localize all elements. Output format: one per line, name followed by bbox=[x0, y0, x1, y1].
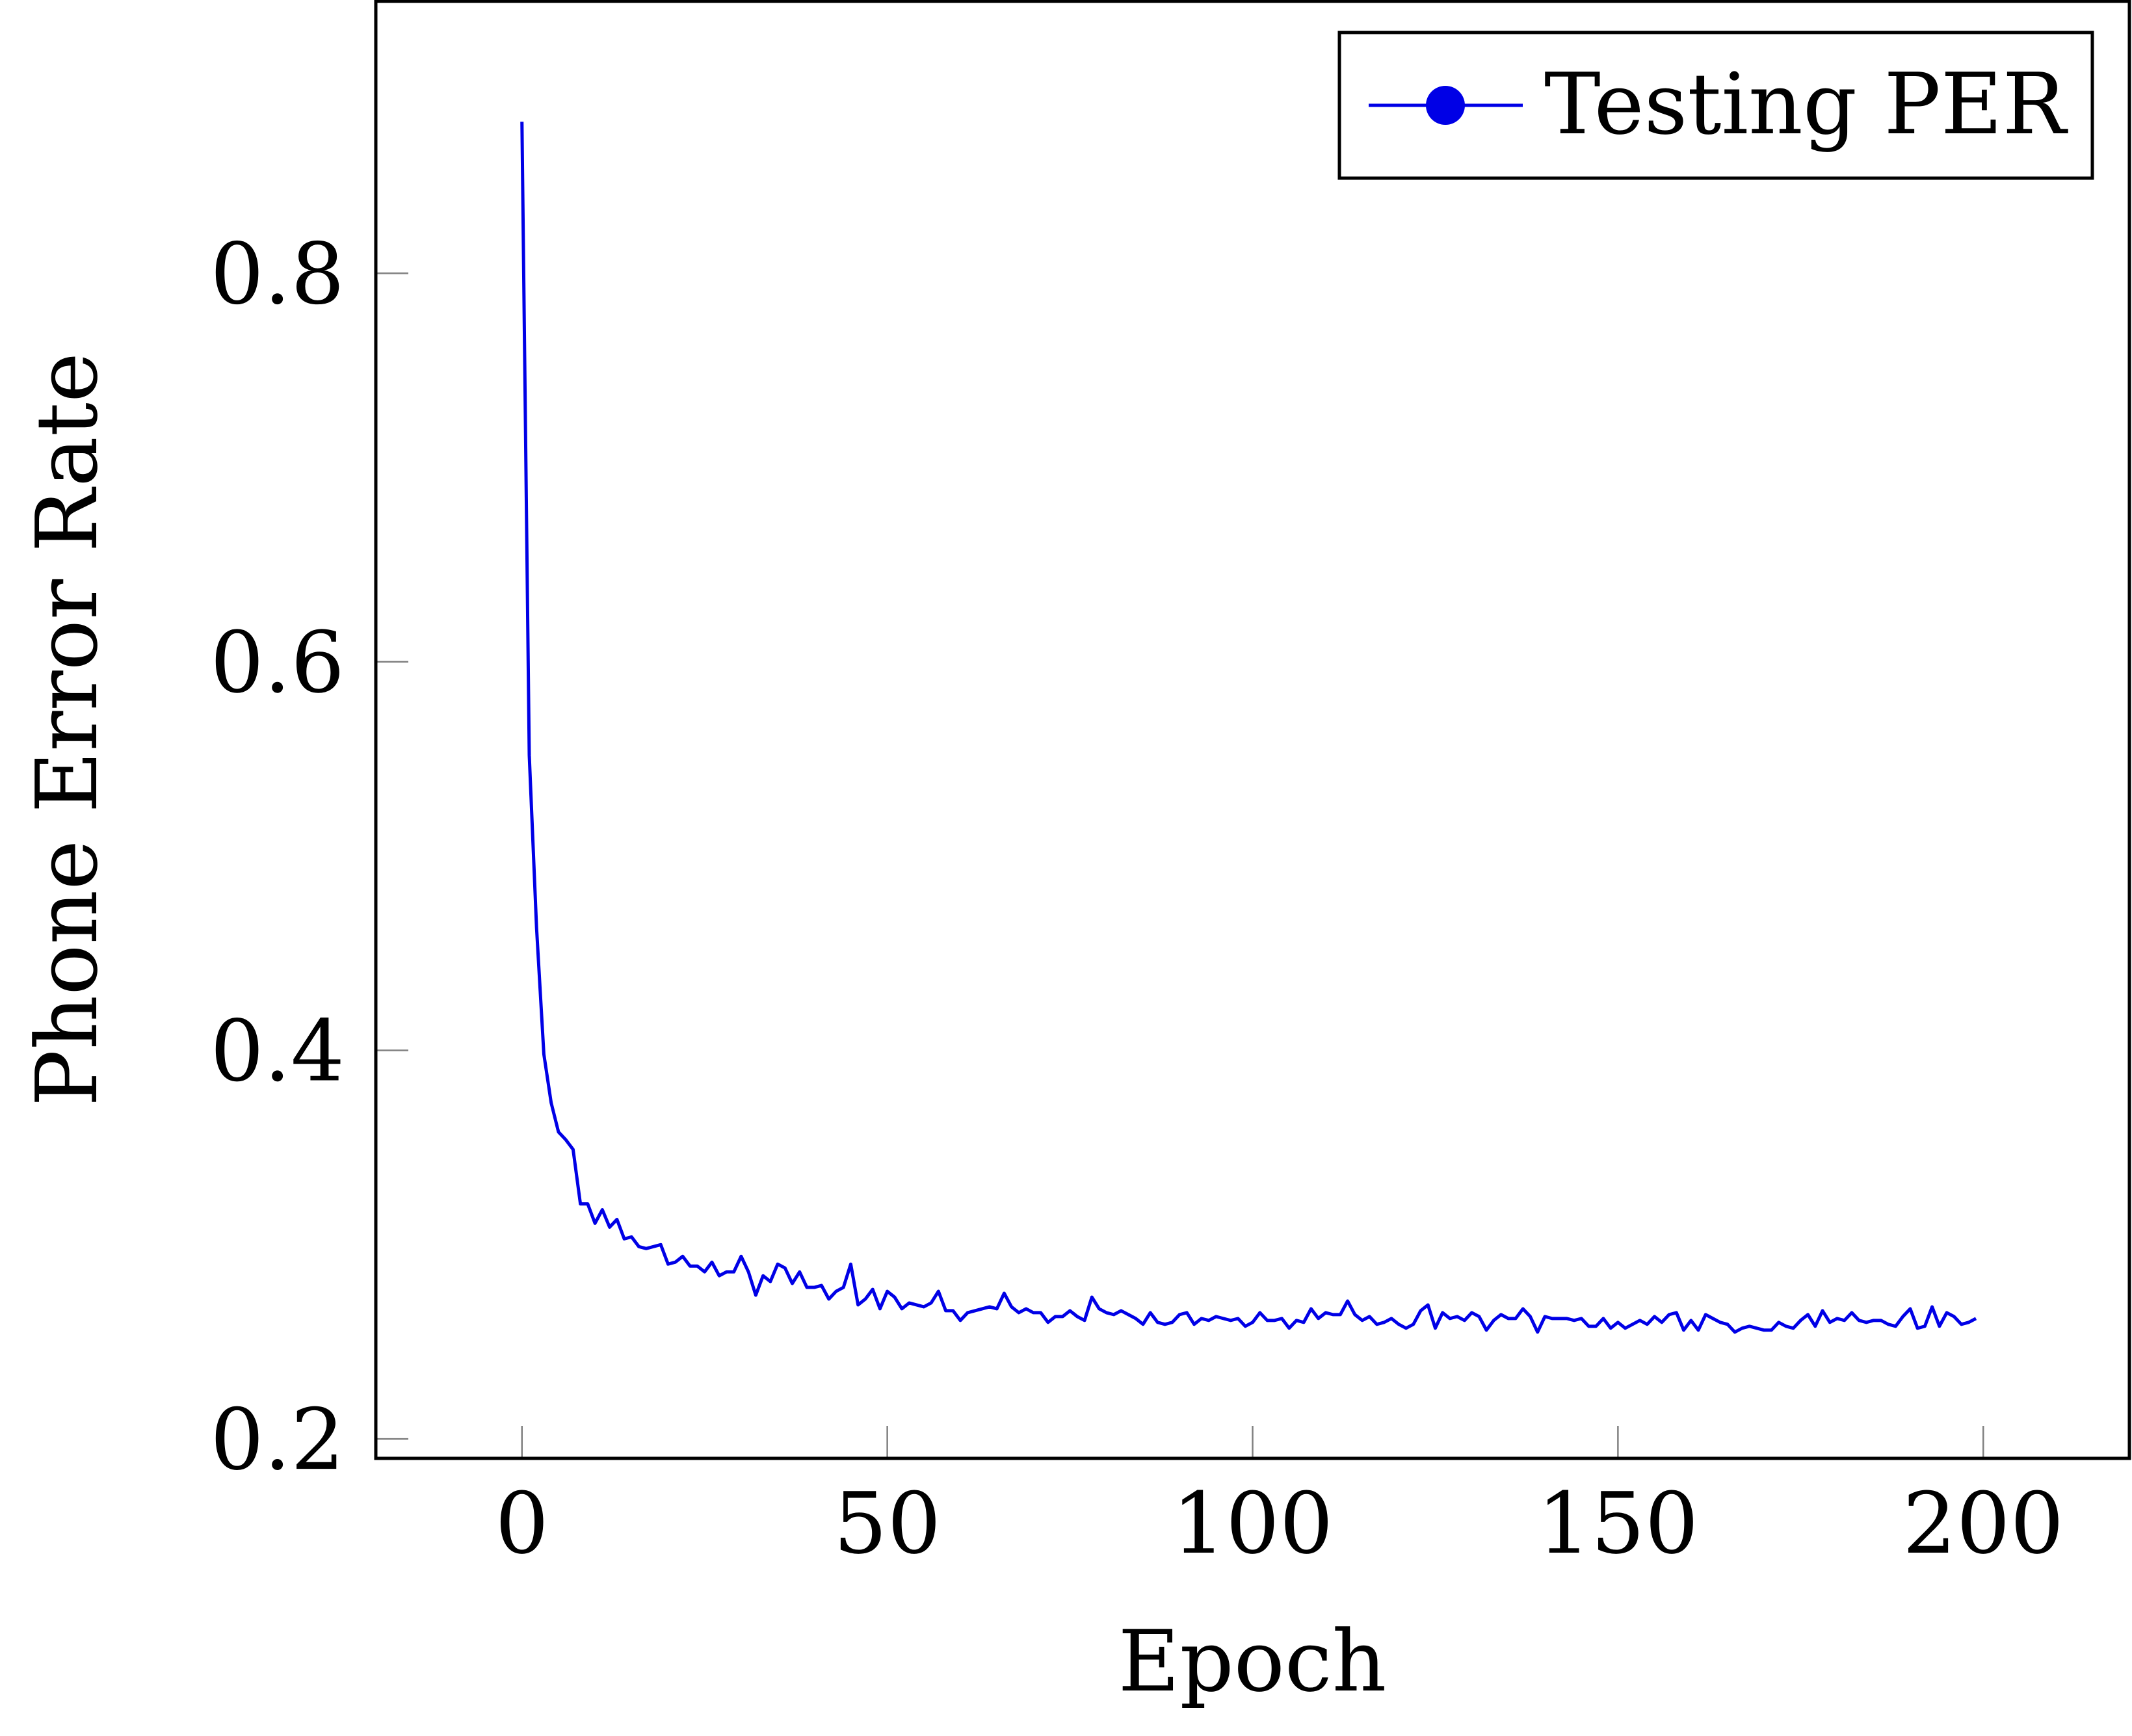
x-tick-label: 100 bbox=[1172, 1474, 1333, 1573]
x-tick-label: 200 bbox=[1902, 1474, 2064, 1573]
y-tick-label: 0.2 bbox=[210, 1390, 345, 1489]
legend-circle-marker bbox=[1426, 86, 1465, 125]
series-line-testing-per bbox=[520, 122, 1977, 1334]
x-tick-label: 150 bbox=[1537, 1474, 1698, 1573]
x-tick-label: 0 bbox=[495, 1474, 549, 1573]
series-layer bbox=[520, 122, 1977, 1334]
y-tick-label: 0.4 bbox=[210, 1002, 345, 1101]
y-tick-label: 0.6 bbox=[210, 613, 345, 712]
legend: Testing PER bbox=[1337, 31, 2094, 180]
plot-area-frame bbox=[374, 0, 2131, 1460]
x-axis-label: Epoch bbox=[1118, 1612, 1387, 1711]
ticks-layer: 0 50 100 150 200 0.2 0.4 0.6 0.8 bbox=[210, 224, 2064, 1573]
legend-entry-label: Testing PER bbox=[1544, 55, 2068, 153]
x-tick-label: 50 bbox=[834, 1474, 941, 1573]
y-tick-label: 0.8 bbox=[210, 224, 345, 323]
y-axis-label: Phone Error Rate bbox=[18, 352, 116, 1107]
